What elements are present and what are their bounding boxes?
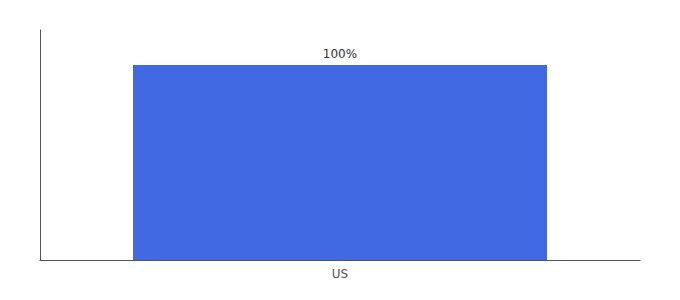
svg-text:US: US: [332, 267, 348, 281]
svg-text:100%: 100%: [323, 47, 357, 61]
